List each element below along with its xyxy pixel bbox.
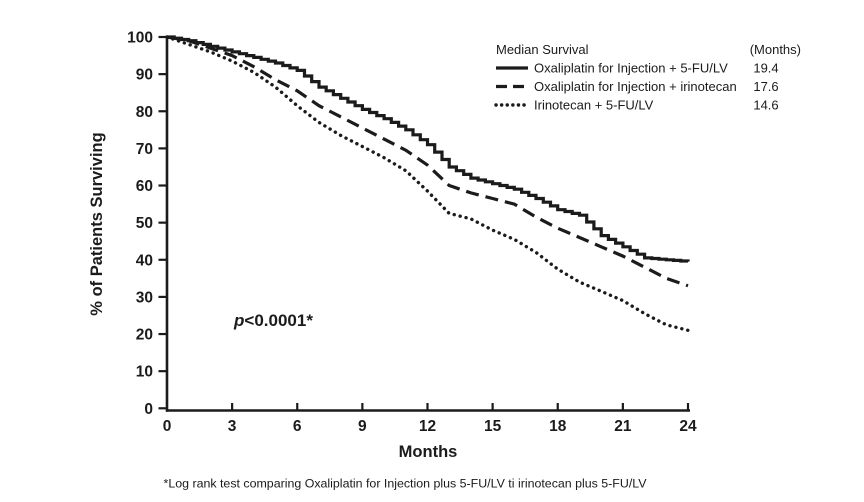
- p-value-annotation: p<0.0001*: [233, 311, 313, 330]
- y-tick-label: 60: [136, 178, 153, 195]
- y-tick-label: 70: [136, 141, 153, 158]
- p-value-symbol: p: [233, 311, 244, 330]
- axes: 0 10 20 30 40 50 60 70 80 90 100 0 3 6 9 12 15 18 21 24: [127, 30, 697, 436]
- y-tick-label: 80: [136, 104, 153, 121]
- x-tick-label: 15: [484, 418, 502, 435]
- legend: Median Survival (Months) Oxaliplatin for…: [494, 42, 801, 113]
- legend-row: Oxaliplatin for Injection + 5-FU/LV 19.4: [496, 61, 779, 76]
- y-axis-title: % of Patients Surviving: [88, 132, 106, 315]
- x-tick-label: 0: [163, 418, 172, 435]
- y-tick-label: 100: [127, 30, 153, 47]
- curve-dotted: [165, 35, 690, 332]
- x-tick-label: 3: [228, 418, 237, 435]
- legend-row: Irinotecan + 5-FU/LV 14.6: [494, 98, 779, 113]
- legend-header: Median Survival: [496, 42, 589, 57]
- y-tick-label: 50: [136, 215, 153, 232]
- y-tick-label: 30: [136, 289, 153, 306]
- curve-solid: [167, 35, 690, 263]
- y-tick-label: 90: [136, 67, 153, 84]
- legend-rows: Oxaliplatin for Injection + 5-FU/LV 19.4O…: [494, 61, 779, 113]
- y-tick-label: 40: [136, 252, 153, 269]
- y-tick-label: 10: [136, 364, 153, 381]
- x-tick-label: 12: [419, 418, 436, 435]
- p-value-text: <0.0001*: [244, 311, 313, 330]
- x-axis-title: Months: [399, 443, 458, 461]
- y-tick-label: 20: [136, 327, 153, 344]
- y-tick-label: 0: [144, 401, 153, 418]
- x-tick-label: 24: [679, 418, 697, 435]
- legend-median-value: 19.4: [753, 61, 778, 76]
- legend-median-value: 17.6: [753, 79, 778, 94]
- legend-series-label: Irinotecan + 5-FU/LV: [534, 98, 654, 113]
- curve-dashed: [166, 35, 689, 288]
- x-tick-label: 18: [549, 418, 567, 435]
- survival-curves: [165, 35, 690, 332]
- legend-unit-header: (Months): [750, 42, 801, 57]
- footnote: *Log rank test comparing Oxaliplatin for…: [164, 477, 648, 491]
- x-tick-label: 6: [293, 418, 302, 435]
- legend-median-value: 14.6: [753, 98, 778, 113]
- x-tick-label: 9: [358, 418, 367, 435]
- x-tick-label: 21: [614, 418, 632, 435]
- legend-series-label: Oxaliplatin for Injection + irinotecan: [534, 79, 737, 94]
- legend-row: Oxaliplatin for Injection + irinotecan 17…: [496, 79, 779, 94]
- legend-series-label: Oxaliplatin for Injection + 5-FU/LV: [534, 61, 728, 76]
